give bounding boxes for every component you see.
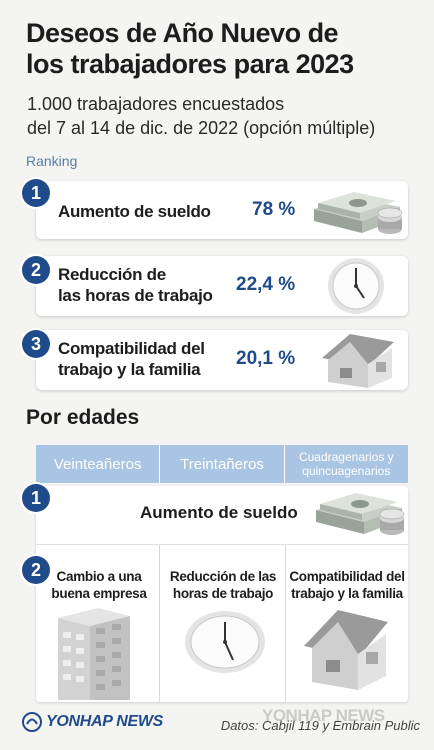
age-rank2-col-1: Cambio a una buena empresa xyxy=(42,568,156,602)
age-rank2-col-2-line-1: Reducción de las xyxy=(169,569,277,584)
money-icon xyxy=(316,493,405,535)
row-divider xyxy=(36,544,408,545)
money-icon xyxy=(314,192,403,234)
age-rank2-col-2-line-2: horas de trabajo xyxy=(172,586,274,601)
clock-icon xyxy=(185,611,265,673)
age-group-40s-50s-line-2: quincuagenarios xyxy=(302,464,391,478)
ranking-label: Ranking xyxy=(26,153,78,169)
ranking-card-3: Compatibilidad del trabajo y la familia … xyxy=(36,330,408,390)
age-group-20s: Veinteañeros xyxy=(36,445,160,483)
age-group-40s-50s-line-1: Cuadragenarios y xyxy=(298,450,394,464)
ranking-pct-1: 78 % xyxy=(252,199,296,220)
ranking-card-1: Aumento de sueldo 78 % xyxy=(36,181,408,239)
rank-badge-3: 3 xyxy=(22,330,50,358)
ranking-label-1: Aumento de sueldo xyxy=(58,202,211,221)
ranking-label-2-line-1: Reducción de xyxy=(58,265,166,284)
ranking-card-2: Reducción de las horas de trabajo 22,4 % xyxy=(36,256,408,316)
ranking-label-3-line-1: Compatibilidad del xyxy=(58,339,205,358)
ranking-label-2: Reducción de las horas de trabajo xyxy=(58,264,213,306)
ranking-pct-2: 22,4 % xyxy=(236,274,296,295)
ranking-pct-3: 20,1 % xyxy=(236,348,296,369)
subtitle-line-2: del 7 al 14 de dic. de 2022 (opción múlt… xyxy=(27,118,376,138)
title-line-2: los trabajadores para 2023 xyxy=(26,49,354,79)
rank-badge-1: 1 xyxy=(22,179,50,207)
house-icon xyxy=(322,334,394,388)
title-line-1: Deseos de Año Nuevo de xyxy=(26,18,339,48)
house-icon xyxy=(304,610,388,690)
age-rank-badge-2: 2 xyxy=(22,556,50,584)
ranking-label-3-line-2: trabajo y la familia xyxy=(58,360,201,379)
age-group-30s: Treintañeros xyxy=(159,445,284,483)
age-rank2-col-3: Compatibilidad del trabajo y la familia xyxy=(286,568,408,602)
subtitle: 1.000 trabajadores encuestados del 7 al … xyxy=(27,92,427,140)
age-rank-badge-1: 1 xyxy=(22,484,50,512)
ranking-label-2-line-2: las horas de trabajo xyxy=(58,286,213,305)
age-rank2-col-3-line-2: trabajo y la familia xyxy=(291,586,403,601)
age-rank1-label: Aumento de sueldo xyxy=(140,503,298,522)
age-group-40s-50s: Cuadragenarios y quincuagenarios xyxy=(283,445,408,483)
subtitle-line-1: 1.000 trabajadores encuestados xyxy=(27,94,285,114)
ranking-label-3: Compatibilidad del trabajo y la familia xyxy=(58,338,205,380)
yonhap-logo: YONHAP NEWS xyxy=(22,712,163,732)
yonhap-logo-text: YONHAP NEWS xyxy=(46,713,164,730)
watermark: YONHAP NEWS xyxy=(262,706,385,725)
rank-badge-2: 2 xyxy=(22,256,50,284)
age-rank2-col-1-line-1: Cambio a una xyxy=(56,569,142,584)
clock-icon xyxy=(328,258,384,314)
yonhap-logo-icon xyxy=(22,712,42,732)
page-title: Deseos de Año Nuevo de los trabajadores … xyxy=(26,18,426,80)
by-age-title: Por edades xyxy=(26,406,140,429)
source-note: Datos: Cabjil 119 y Embrain Public xyxy=(220,718,420,733)
column-divider-2 xyxy=(285,545,286,702)
age-rank2-col-1-line-2: buena empresa xyxy=(51,586,147,601)
age-rank2-col-2: Reducción de las horas de trabajo xyxy=(160,568,286,602)
building-icon xyxy=(58,608,130,700)
age-rank2-col-3-line-1: Compatibilidad del xyxy=(289,569,405,584)
column-divider-1 xyxy=(159,545,160,702)
age-header: Veinteañeros Treintañeros Cuadragenarios… xyxy=(36,445,408,483)
